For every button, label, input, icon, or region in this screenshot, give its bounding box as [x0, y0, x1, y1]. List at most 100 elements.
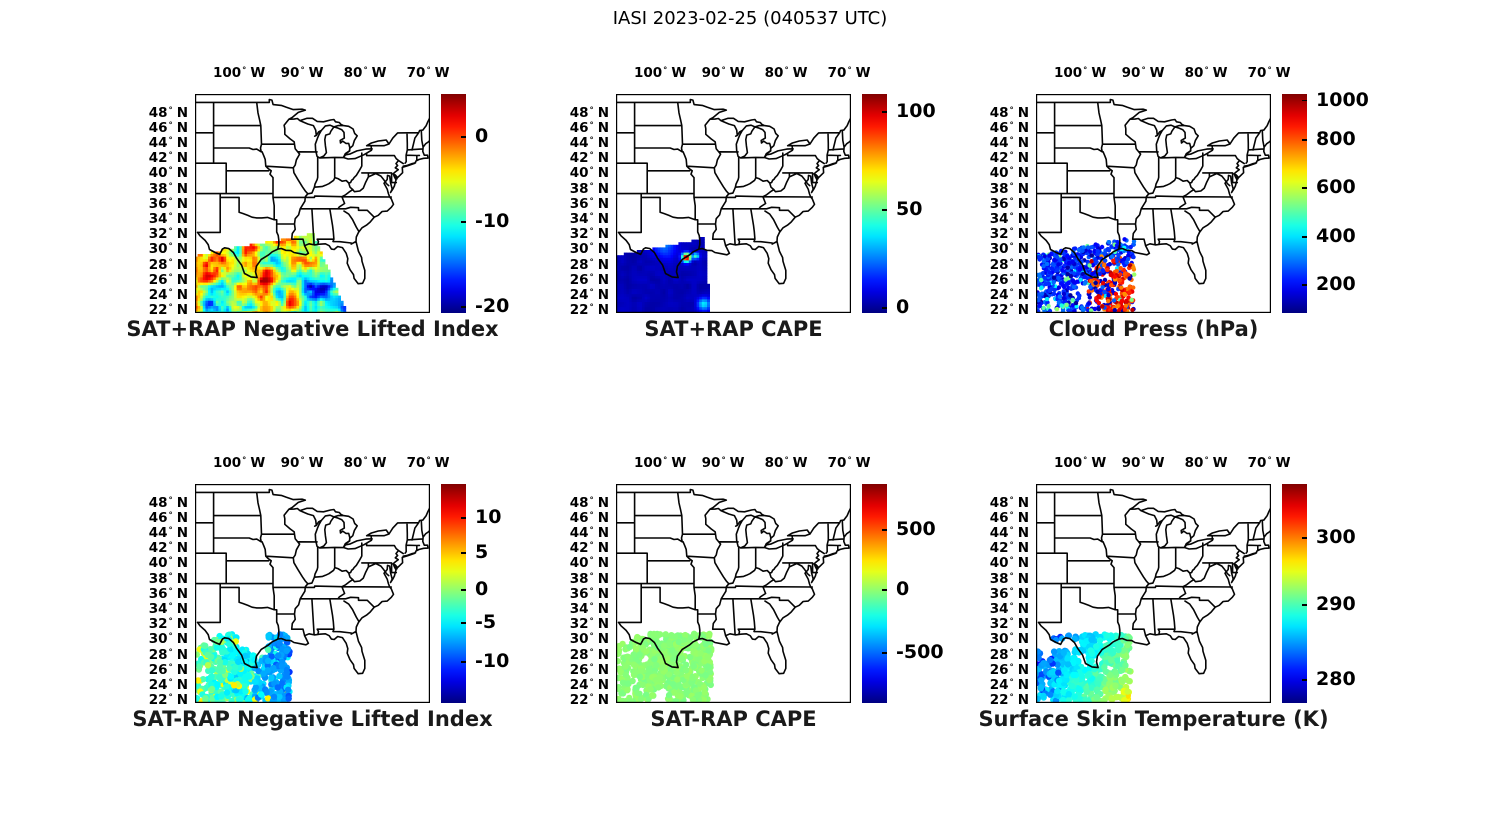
lat-tick-label: 26° N	[148, 661, 188, 678]
lon-tick-label: 70° W	[406, 65, 450, 82]
lat-tick-label: 48° N	[148, 494, 188, 511]
longitude-axis: 100° W 90° W 80° W 70° W	[616, 455, 871, 472]
colorbar-tick	[1302, 236, 1307, 238]
lon-tick-label: 90° W	[1121, 65, 1165, 82]
lat-tick-label: 40° N	[148, 165, 188, 182]
lat-tick-label: 22° N	[989, 692, 1029, 709]
lon-tick-label: 80° W	[343, 455, 387, 472]
colorbar-tick-label: 400	[1316, 225, 1356, 247]
lat-tick-label: 22° N	[989, 302, 1029, 319]
lon-tick-label: 80° W	[1184, 65, 1228, 82]
colorbar-tick-label: 280	[1316, 668, 1356, 690]
lat-tick-label: 40° N	[989, 555, 1029, 572]
lat-tick-label: 48° N	[148, 104, 188, 121]
latitude-axis: 48° N 46° N 44° N 42° N 40° N 38° N 36° N 34° N 32° N 30° N…	[100, 94, 188, 318]
lat-tick-label: 44° N	[148, 524, 188, 542]
lat-tick-label: 22° N	[569, 302, 609, 319]
lon-tick-label: 100° W	[212, 65, 266, 82]
map-frame	[195, 94, 430, 313]
colorbar-tick	[1302, 99, 1307, 102]
colorbar-tick	[1302, 187, 1307, 189]
lat-tick-label: 34° N	[569, 600, 609, 618]
lon-tick-label: 70° W	[827, 65, 871, 82]
lon-tick-label: 100° W	[633, 455, 687, 472]
colorbar-tick-label: 290	[1316, 593, 1356, 616]
figure-suptitle: IASI 2023-02-25 (040537 UTC)	[612, 8, 888, 29]
lat-tick-label: 26° N	[989, 271, 1029, 288]
retrieval-dots	[1036, 631, 1134, 703]
lon-tick-label: 90° W	[1121, 455, 1165, 472]
map-svg	[1036, 94, 1271, 313]
map-frame	[1036, 484, 1271, 703]
lat-tick-label: 36° N	[148, 195, 188, 212]
lat-tick-label: 38° N	[989, 570, 1029, 587]
panel-sat-plus-rap-nli: 100° W 90° W 80° W 70° W 48° N 46° N 44° N 42° N 40° N 38…	[100, 60, 540, 370]
colorbar-tick-label: -10	[475, 209, 510, 232]
lat-tick-label: 42° N	[569, 150, 609, 167]
colorbar	[862, 484, 887, 703]
colorbar-labels: 0 -10 -20	[475, 94, 539, 317]
map-svg	[195, 484, 430, 703]
colorbar-tick-label: 500	[896, 518, 936, 540]
lat-tick-label: 48° N	[569, 104, 609, 121]
colorbar	[862, 94, 887, 313]
lat-tick-label: 28° N	[989, 256, 1029, 273]
longitude-axis: 100° W 90° W 80° W 70° W	[1036, 65, 1291, 82]
map-frame	[1036, 94, 1271, 313]
lon-tick-label: 100° W	[1053, 65, 1107, 82]
lat-tick-label: 36° N	[148, 585, 188, 602]
lat-tick-label: 32° N	[989, 616, 1029, 633]
lat-tick-label: 46° N	[148, 119, 188, 136]
colorbar	[441, 94, 466, 313]
colorbar-tick-label: 0	[896, 578, 910, 600]
lon-tick-label: 100° W	[1053, 455, 1107, 472]
map-plot	[195, 94, 430, 313]
panel-title: Surface Skin Temperature (K)	[978, 707, 1329, 731]
retrieval-swath	[195, 233, 347, 313]
lon-tick-label: 90° W	[280, 65, 324, 82]
map-plot	[1036, 94, 1271, 313]
lon-tick-label: 90° W	[701, 455, 745, 472]
colorbar-tick	[1302, 604, 1307, 606]
lat-tick-label: 48° N	[989, 104, 1029, 121]
colorbar-tick-label: 50	[896, 198, 923, 221]
panel-sat-plus-rap-cape: 100° W 90° W 80° W 70° W 48° N 46° N 44° N 42° N 40° N 38…	[521, 60, 961, 370]
colorbar-tick	[461, 517, 466, 519]
lat-tick-label: 34° N	[989, 210, 1029, 228]
lat-tick-label: 26° N	[569, 271, 609, 288]
colorbar-tick-label: -20	[475, 295, 510, 318]
panel-title: SAT+RAP CAPE	[644, 317, 823, 341]
colorbar-tick	[461, 221, 466, 223]
colorbar-tick-label: 200	[1316, 273, 1356, 295]
colorbar-tick-label: 600	[1316, 176, 1356, 199]
panel-surface-skin-temperature: 100° W 90° W 80° W 70° W 48° N 46° N 44° N 42° N 40° N 38…	[941, 450, 1381, 760]
lon-tick-label: 100° W	[212, 455, 266, 472]
lat-tick-label: 42° N	[989, 150, 1029, 167]
latitude-axis: 48° N 46° N 44° N 42° N 40° N 38° N 36° N 34° N 32° N 30° N…	[941, 94, 1029, 318]
lat-tick-label: 26° N	[148, 271, 188, 288]
lat-tick-label: 30° N	[148, 241, 188, 258]
lon-tick-label: 70° W	[1247, 455, 1291, 472]
map-plot	[616, 94, 851, 313]
lat-tick-label: 44° N	[569, 524, 609, 542]
lat-tick-label: 28° N	[148, 646, 188, 663]
colorbar-labels: 10 5 0 -5 -10	[475, 484, 539, 703]
map-svg	[616, 484, 851, 703]
colorbar-tick-label: 0	[896, 296, 910, 318]
latitude-axis: 48° N 46° N 44° N 42° N 40° N 38° N 36° N 34° N 32° N 30° N…	[100, 484, 188, 708]
colorbar-tick-label: 300	[1316, 526, 1356, 549]
colorbar-tick	[1302, 284, 1307, 286]
colorbar-tick-label: 5	[475, 541, 489, 563]
lat-tick-label: 22° N	[148, 692, 188, 709]
lat-tick-label: 40° N	[569, 555, 609, 572]
colorbar-labels: 1000 800 600 400 200	[1316, 89, 1380, 313]
lat-tick-label: 42° N	[569, 540, 609, 557]
lon-tick-label: 100° W	[633, 65, 687, 82]
lat-tick-label: 24° N	[989, 677, 1029, 694]
colorbar-tick-label: 800	[1316, 128, 1356, 150]
lat-tick-label: 28° N	[569, 256, 609, 273]
lat-tick-label: 42° N	[989, 540, 1029, 557]
panel-title: SAT+RAP Negative Lifted Index	[126, 317, 499, 341]
lat-tick-label: 46° N	[989, 509, 1029, 526]
